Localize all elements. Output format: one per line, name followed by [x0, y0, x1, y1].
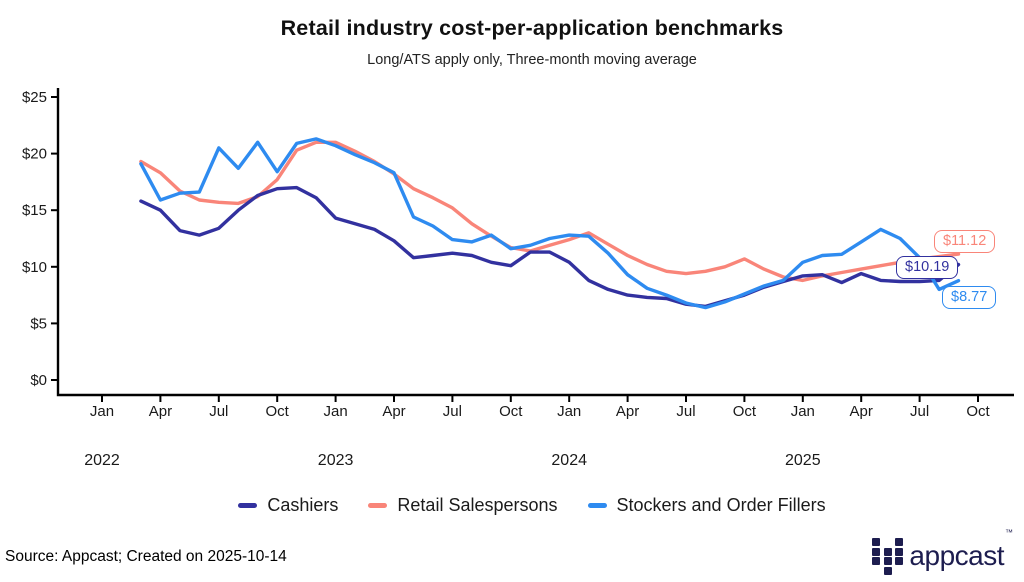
series-line-cashiers	[139, 185, 961, 309]
chart-title: Retail industry cost-per-application ben…	[280, 16, 784, 40]
series-line-retail-salespersons	[139, 140, 961, 283]
appcast-logo: appcast™	[872, 528, 1013, 575]
logo-square	[872, 557, 881, 565]
logo-square	[883, 547, 892, 556]
appcast-logo-wordmark: appcast™	[909, 528, 1013, 572]
logo-square	[872, 538, 881, 546]
year-label: 2022	[84, 452, 120, 469]
legend-label-retail-salespersons: Retail Salespersons	[397, 495, 558, 515]
logo-square	[883, 557, 892, 565]
x-tick-label: Apr	[616, 403, 639, 420]
logo-square	[895, 557, 904, 565]
y-tick-label: $25	[22, 89, 47, 106]
footer-bar: Source: Appcast; Created on 2025-10-14 a…	[0, 528, 1024, 582]
x-tick-label: Apr	[850, 403, 873, 420]
legend-swatch-retail-salespersons	[368, 503, 388, 508]
chart-area: $0 $5 $10 $15 $20 $25 Jan Apr Jul Oct 2022 Jan Apr Ju…	[22, 88, 1014, 469]
end-value-label-cashiers: $10.19	[896, 256, 959, 279]
x-tick-label: Jan	[90, 403, 114, 420]
end-value-label-retail-salespersons: $11.12	[934, 230, 996, 253]
year-label: 2025	[785, 452, 821, 469]
logo-square	[895, 547, 904, 556]
legend-item-cashiers: Cashiers	[238, 495, 338, 516]
y-tick-label: $0	[30, 372, 47, 389]
y-tick-label: $20	[22, 146, 47, 163]
x-tick-label: Oct	[966, 403, 990, 420]
x-tick-label: Oct	[266, 403, 290, 420]
logo-square	[872, 547, 881, 556]
x-tick-label: Jan	[791, 403, 815, 420]
logo-gap	[872, 567, 880, 575]
logo-gap	[895, 567, 903, 575]
x-tick-label: Jul	[209, 403, 228, 420]
x-tick-label: Apr	[382, 403, 405, 420]
x-tick-label: Jul	[910, 403, 929, 420]
end-value-label-stockers: $8.77	[942, 286, 997, 309]
x-tick-label: Apr	[149, 403, 172, 420]
x-tick-label: Jan	[557, 403, 581, 420]
legend-item-retail-salespersons: Retail Salespersons	[368, 495, 558, 516]
x-tick-label: Oct	[499, 403, 523, 420]
y-tick-label: $15	[22, 202, 47, 219]
logo-square	[883, 566, 892, 575]
y-tick-label: $10	[22, 259, 47, 276]
legend-label-cashiers: Cashiers	[267, 495, 339, 515]
logo-gap	[884, 538, 892, 546]
line-chart: $0 $5 $10 $15 $20 $25 Jan Apr Jul Oct 2022 Jan Apr Ju…	[22, 88, 1014, 469]
logo-square	[895, 538, 904, 546]
legend-swatch-cashiers	[238, 503, 258, 508]
x-tick-label: Jul	[443, 403, 462, 420]
series-line-stockers-and-order-fillers	[139, 137, 961, 310]
chart-legend: Cashiers Retail Salespersons Stockers an…	[0, 495, 1024, 516]
year-label: 2024	[551, 452, 587, 469]
x-tick-label: Oct	[733, 403, 757, 420]
legend-label-stockers: Stockers and Order Fillers	[616, 495, 826, 515]
appcast-logo-icon	[872, 538, 904, 575]
y-tick-label: $5	[30, 315, 47, 332]
year-label: 2023	[318, 452, 354, 469]
chart-subtitle: Long/ATS apply only, Three-month moving …	[367, 52, 697, 68]
axis-lines	[56, 88, 1014, 397]
legend-item-stockers: Stockers and Order Fillers	[587, 495, 826, 516]
x-tick-label: Jul	[676, 403, 695, 420]
x-tick-label: Jan	[324, 403, 348, 420]
legend-swatch-stockers	[587, 503, 607, 508]
source-note: Source: Appcast; Created on 2025-10-14	[5, 548, 287, 565]
